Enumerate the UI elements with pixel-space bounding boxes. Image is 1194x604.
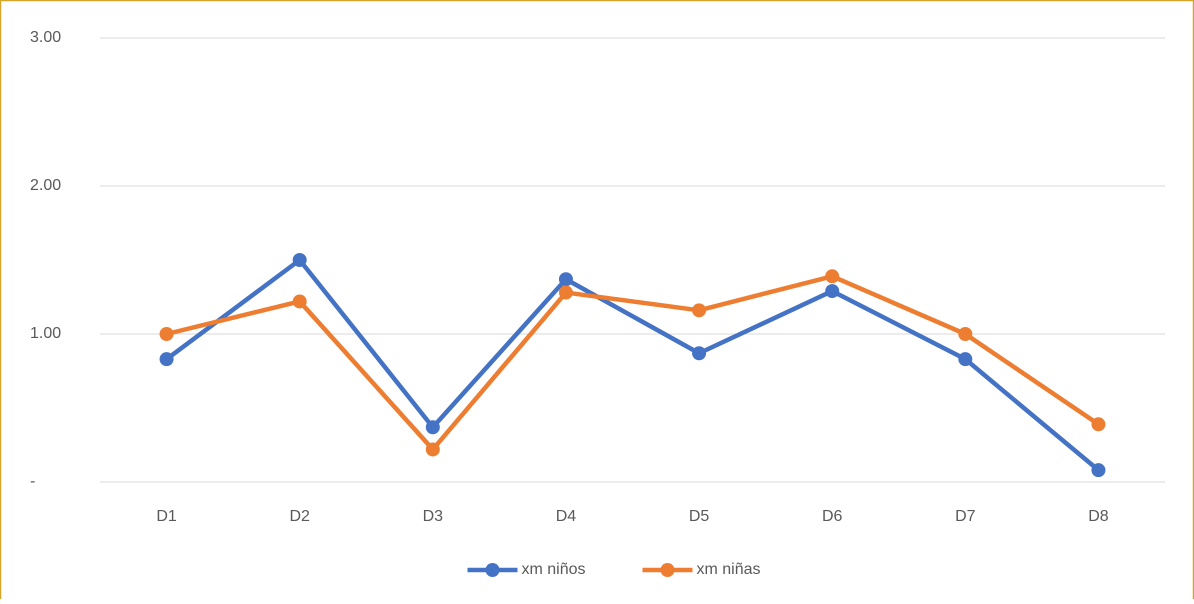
data-point bbox=[1091, 417, 1106, 432]
data-point bbox=[692, 346, 707, 361]
y-tick-label: 3.00 bbox=[30, 29, 61, 46]
x-tick-label: D8 bbox=[1088, 508, 1109, 525]
x-tick-label: D6 bbox=[822, 508, 843, 525]
data-point bbox=[292, 294, 307, 309]
legend-marker bbox=[660, 563, 675, 577]
x-tick-label: D4 bbox=[556, 508, 577, 525]
data-point bbox=[159, 327, 174, 341]
data-point bbox=[425, 442, 440, 457]
data-point bbox=[425, 420, 440, 435]
x-tick-label: D7 bbox=[955, 508, 976, 525]
x-tick-label: D2 bbox=[289, 508, 310, 525]
data-point bbox=[825, 284, 840, 299]
data-point bbox=[825, 269, 840, 284]
x-tick-label: D3 bbox=[423, 508, 444, 525]
data-point bbox=[558, 285, 573, 300]
series-line bbox=[166, 274, 1100, 452]
x-tick-label: D1 bbox=[156, 508, 177, 525]
x-tick-label: D5 bbox=[689, 508, 710, 525]
data-point bbox=[159, 352, 174, 367]
y-tick-label: 2.00 bbox=[30, 177, 61, 194]
legend-label: xm niños bbox=[522, 561, 586, 578]
series-line bbox=[165, 257, 1100, 472]
legend-label: xm niñas bbox=[697, 561, 761, 578]
data-point bbox=[958, 327, 973, 341]
data-point bbox=[1091, 463, 1106, 478]
data-point bbox=[558, 272, 573, 287]
data-point bbox=[292, 253, 307, 267]
y-tick-label: 1.00 bbox=[30, 325, 61, 342]
legend-marker bbox=[485, 563, 500, 577]
data-point bbox=[692, 303, 707, 318]
data-point bbox=[958, 352, 973, 367]
y-tick-label: - bbox=[30, 473, 35, 490]
